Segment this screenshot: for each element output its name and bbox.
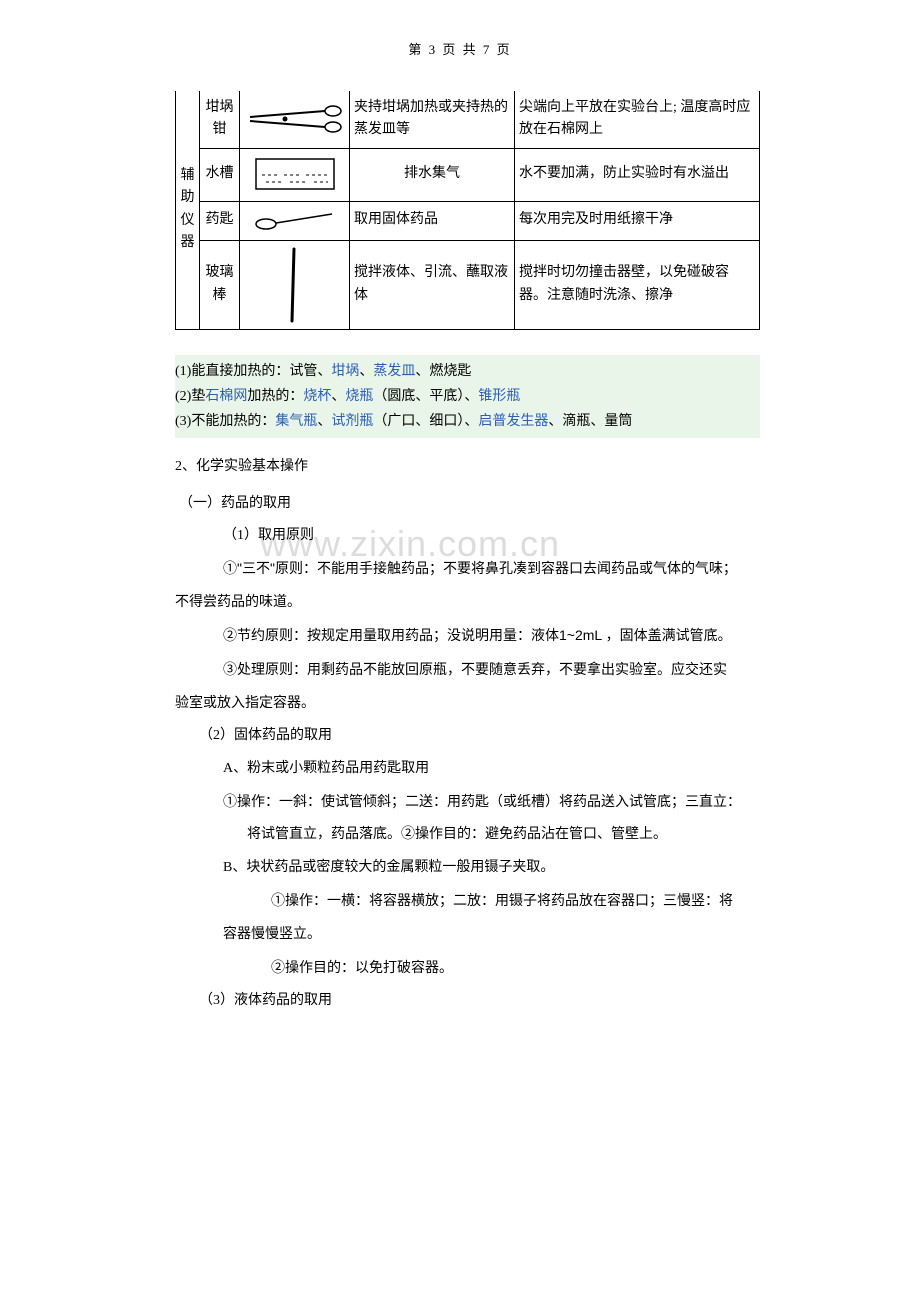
table-row: 药匙 取用固体药品 每次用完及时用纸擦干净: [176, 201, 760, 240]
use-cell: 搅拌液体、引流、蘸取液体: [350, 240, 515, 329]
name-cell: 玻璃棒: [200, 240, 240, 329]
page-content: 辅助仪器 坩埚钳 夹持坩埚加热或夹持热的蒸发皿等 尖端向上平放在实验台上; 温度…: [0, 91, 920, 1013]
image-cell-trough: [240, 148, 350, 201]
heat-line-2: (2)垫石棉网加热的：烧杯、烧瓶（圆底、平底）、锥形瓶: [175, 384, 760, 409]
solid-b-2: 容器慢慢竖立。: [175, 924, 760, 946]
solid-b-1: ①操作：一横：将容器横放；二放：用镊子将药品放在容器口；三慢竖：将: [175, 889, 760, 913]
trough-icon: [250, 153, 340, 197]
heat-line-1: (1)能直接加热的：试管、坩埚、蒸发皿、燃烧匙: [175, 359, 760, 384]
subsection-2-1-1: （1）取用原则: [175, 525, 760, 547]
page-header: 第 3 页 共 7 页: [0, 40, 920, 61]
spoon-icon: [250, 206, 340, 236]
table-row: 水槽 排水集气 水不要加满，防止实验时有水溢出: [176, 148, 760, 201]
image-cell-rod: [240, 240, 350, 329]
section-2-title: 2、化学实验基本操作: [175, 456, 760, 478]
subsection-2-1-2: （2）固体药品的取用: [175, 725, 760, 747]
tongs-icon: [245, 99, 345, 139]
rod-icon: [280, 245, 310, 325]
subsection-2-1-3: （3）液体药品的取用: [175, 990, 760, 1012]
rule-1: ①"三不"原则：不能用手接触药品；不要将鼻孔凑到容器口去闻药品或气体的气味；: [175, 557, 760, 581]
table-row: 辅助仪器 坩埚钳 夹持坩埚加热或夹持热的蒸发皿等 尖端向上平放在实验台上; 温度…: [176, 91, 760, 148]
image-cell-tongs: [240, 91, 350, 148]
heat-line-3: (3)不能加热的：集气瓶、试剂瓶（广口、细口）、启普发生器、滴瓶、量筒: [175, 409, 760, 434]
solid-b-3: ②操作目的：以免打破容器。: [175, 956, 760, 980]
instrument-table: 辅助仪器 坩埚钳 夹持坩埚加热或夹持热的蒸发皿等 尖端向上平放在实验台上; 温度…: [175, 91, 760, 330]
solid-a: A、粉末或小颗粒药品用药匙取用: [175, 758, 760, 780]
name-cell: 水槽: [200, 148, 240, 201]
solid-a-2: 将试管直立，药品落底。②操作目的：避免药品沾在管口、管壁上。: [175, 824, 760, 846]
solid-b: B、块状药品或密度较大的金属颗粒一般用镊子夹取。: [175, 857, 760, 879]
rule-3: ③处理原则：用剩药品不能放回原瓶，不要随意丢弃，不要拿出实验室。应交还实: [175, 658, 760, 682]
note-cell: 水不要加满，防止实验时有水溢出: [515, 148, 760, 201]
rule-3b: 验室或放入指定容器。: [175, 693, 760, 715]
subsection-2-1: （一）药品的取用: [175, 493, 760, 515]
image-cell-spoon: [240, 201, 350, 240]
category-cell: 辅助仪器: [176, 91, 200, 329]
use-cell: 排水集气: [350, 148, 515, 201]
use-cell: 取用固体药品: [350, 201, 515, 240]
solid-a-1: ①操作：一斜：使试管倾斜；二送：用药匙（或纸槽）将药品送入试管底；三直立：: [175, 790, 760, 814]
rule-1b: 不得尝药品的味道。: [175, 592, 760, 614]
use-cell: 夹持坩埚加热或夹持热的蒸发皿等: [350, 91, 515, 148]
name-cell: 坩埚钳: [200, 91, 240, 148]
rule-2: ②节约原则：按规定用量取用药品；没说明用量：液体1~2mL ，固体盖满试管底。: [175, 624, 760, 648]
table-row: 玻璃棒 搅拌液体、引流、蘸取液体 搅拌时切勿撞击器壁，以免碰破容器。注意随时洗涤…: [176, 240, 760, 329]
note-cell: 搅拌时切勿撞击器壁，以免碰破容器。注意随时洗涤、擦净: [515, 240, 760, 329]
name-cell: 药匙: [200, 201, 240, 240]
heatable-block: (1)能直接加热的：试管、坩埚、蒸发皿、燃烧匙 (2)垫石棉网加热的：烧杯、烧瓶…: [175, 355, 760, 439]
note-cell: 尖端向上平放在实验台上; 温度高时应放在石棉网上: [515, 91, 760, 148]
note-cell: 每次用完及时用纸擦干净: [515, 201, 760, 240]
